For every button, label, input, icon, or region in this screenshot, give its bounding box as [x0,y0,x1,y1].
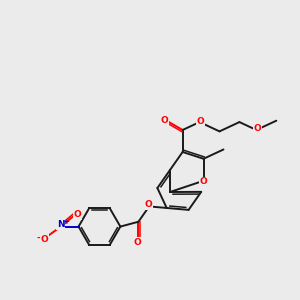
Text: O: O [197,117,204,126]
Text: O: O [144,200,152,209]
Text: +: + [63,219,69,225]
Text: O: O [254,124,261,134]
Text: N: N [57,220,65,229]
Text: O: O [134,238,141,247]
Text: O: O [160,116,168,125]
Text: O: O [200,177,207,186]
Text: O: O [73,210,81,219]
Text: O: O [41,235,48,244]
Text: -: - [37,234,41,243]
